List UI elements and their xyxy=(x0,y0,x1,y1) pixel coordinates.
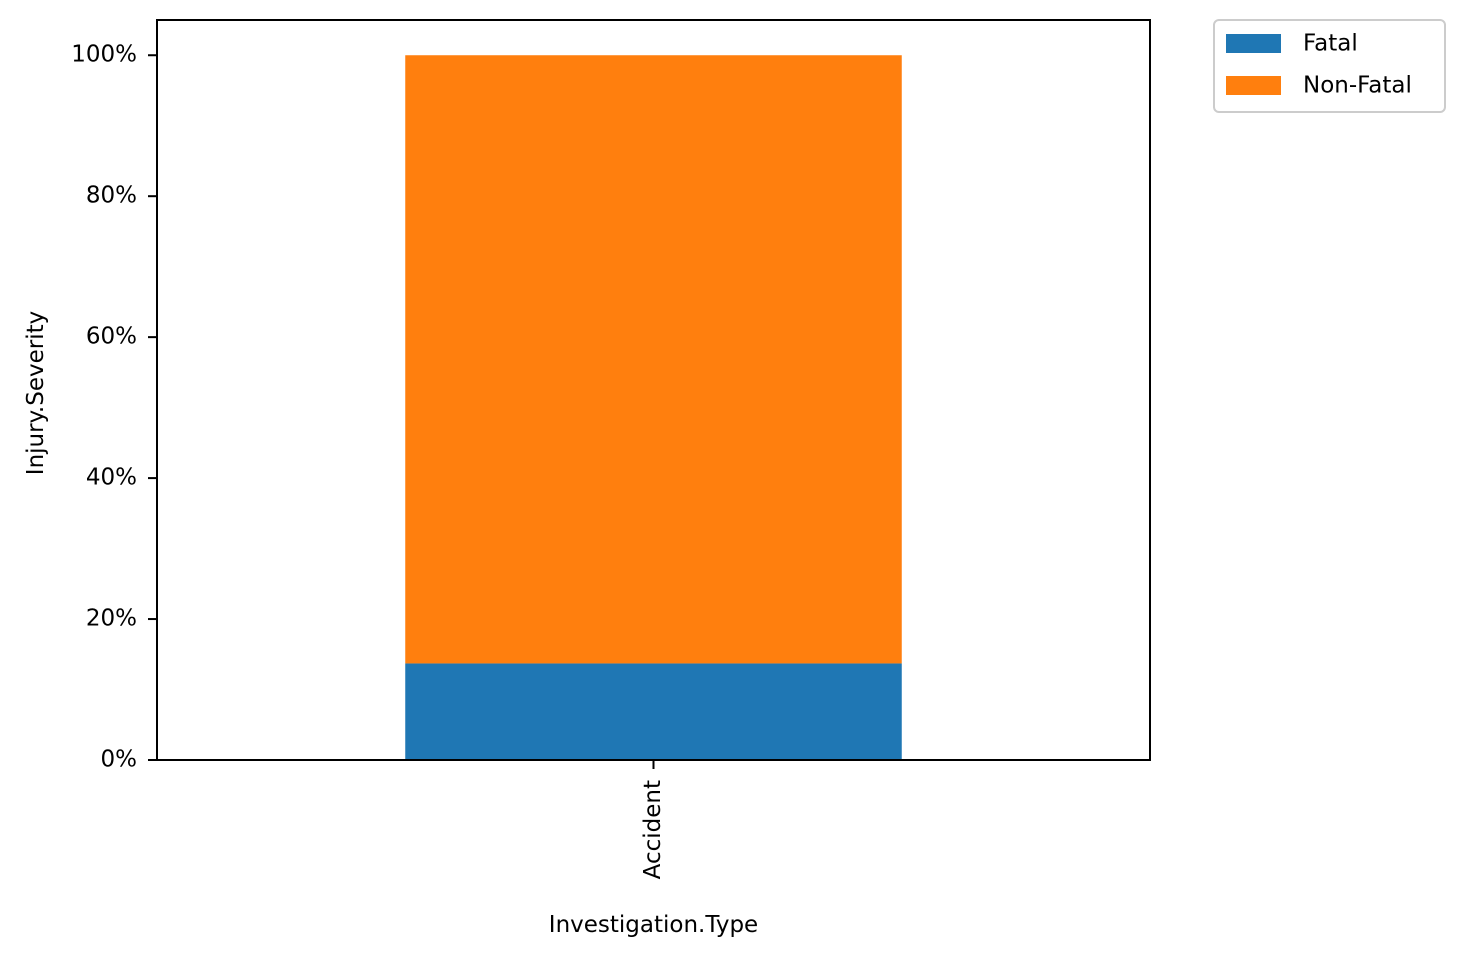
legend-swatch-fatal xyxy=(1226,34,1281,53)
y-tick-label: 20% xyxy=(86,606,137,632)
x-axis-label: Investigation.Type xyxy=(549,912,758,938)
bar-non-fatal-accident xyxy=(405,55,902,664)
x-axis: Accident xyxy=(640,760,666,879)
y-tick-label: 60% xyxy=(86,324,137,350)
legend-label-non-fatal: Non-Fatal xyxy=(1303,73,1412,99)
legend-label-fatal: Fatal xyxy=(1303,31,1358,57)
y-axis: 0% 20% 40% 60% 80% 100% xyxy=(71,42,157,773)
legend: Fatal Non-Fatal xyxy=(1213,19,1446,113)
legend-swatch-non-fatal xyxy=(1226,76,1281,95)
y-tick-label: 100% xyxy=(71,42,137,68)
y-tick-label: 40% xyxy=(86,465,137,491)
y-tick-label: 80% xyxy=(86,183,137,209)
x-tick-label: Accident xyxy=(640,780,666,879)
y-axis-label: Injury.Severity xyxy=(23,311,49,475)
bars-group xyxy=(405,55,902,760)
y-tick-label: 0% xyxy=(101,747,138,773)
bar-fatal-accident xyxy=(405,663,902,760)
